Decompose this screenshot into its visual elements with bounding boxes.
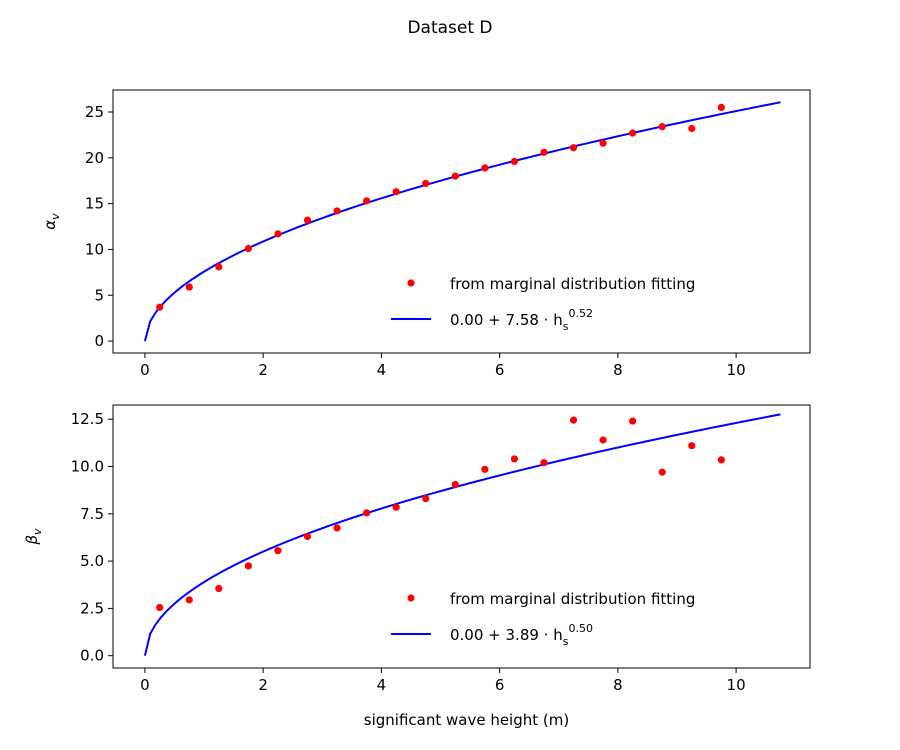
- data-point: [599, 436, 607, 444]
- data-point: [215, 263, 223, 271]
- data-point: [274, 230, 282, 238]
- data-point: [540, 459, 548, 467]
- legend-fit-exponent: 0.50: [568, 622, 593, 635]
- x-tick-label: 2: [258, 361, 268, 379]
- data-point: [303, 532, 312, 541]
- data-point: [274, 547, 282, 555]
- y-axis-label-base: β: [23, 535, 41, 546]
- x-axis-label: significant wave height (m): [364, 711, 569, 729]
- legend-fit-exponent: 0.52: [568, 307, 593, 320]
- y-tick-label: 5: [94, 286, 104, 304]
- data-point: [244, 562, 252, 570]
- data-point: [481, 164, 489, 172]
- data-point: [569, 416, 578, 424]
- data-point: [688, 124, 696, 133]
- beta-panel: 0 2 4 6 8 10 0.0 2.5 5.0 7.5 10.0 12.5 βv significant…: [23, 404, 811, 729]
- data-point: [363, 509, 371, 517]
- data-point: [422, 179, 430, 188]
- data-point: [303, 216, 312, 224]
- data-point: [185, 283, 193, 291]
- x-tick-label: 6: [495, 676, 505, 694]
- y-tick-label: 5.0: [80, 552, 104, 570]
- y-tick-label: 10: [85, 240, 104, 258]
- fit-line: [143, 101, 781, 342]
- data-point: [451, 172, 459, 180]
- y-tick-label: 10.0: [71, 457, 104, 475]
- data-point: [540, 148, 548, 156]
- data-point: [658, 123, 666, 131]
- y-tick-label: 15: [85, 195, 104, 213]
- data-point: [688, 442, 696, 450]
- x-tick-label: 0: [140, 361, 150, 379]
- legend-fit-formula: 0.00 + 3.89 · h: [450, 626, 563, 644]
- data-point: [244, 244, 252, 253]
- axes-frame: [112, 89, 811, 354]
- fit-line: [143, 413, 781, 656]
- x-tick-label: 4: [377, 361, 387, 379]
- figure-title: Dataset D: [407, 18, 492, 38]
- legend-fit-subscript: s: [563, 635, 569, 648]
- data-point: [599, 139, 607, 147]
- data-point: [185, 596, 193, 604]
- data-point: [392, 188, 400, 196]
- y-axis-label-base: α: [41, 220, 59, 230]
- legend-fit-subscript: s: [563, 320, 569, 333]
- data-point: [333, 524, 341, 532]
- data-point: [422, 495, 430, 503]
- y-tick-label: 20: [85, 149, 104, 167]
- data-point: [717, 103, 725, 112]
- data-point: [510, 157, 519, 166]
- data-point: [156, 303, 164, 311]
- x-tick-label: 8: [613, 361, 623, 379]
- y-tick-label: 25: [85, 103, 104, 121]
- y-axis-label: αv: [41, 213, 62, 230]
- x-tick-label: 10: [727, 361, 746, 379]
- alpha-panel: 0 2 4 6 8 10 0 5 10 15 20 25 αv from marginal distrib…: [41, 89, 811, 379]
- data-point: [569, 144, 578, 152]
- legend-label-points: from marginal distribution fitting: [450, 590, 695, 608]
- data-point: [215, 584, 223, 593]
- data-point: [510, 455, 519, 463]
- data-point: [392, 503, 400, 511]
- y-tick-label: 2.5: [80, 599, 104, 617]
- x-tick-label: 4: [377, 676, 387, 694]
- legend-label-fit: 0.00 + 7.58 · hs0.52: [450, 307, 593, 333]
- legend-marker-points: [407, 594, 415, 602]
- x-tick-label: 8: [613, 676, 623, 694]
- legend-label-fit: 0.00 + 3.89 · hs0.50: [450, 622, 593, 648]
- data-point: [481, 465, 489, 473]
- axes-frame: [112, 404, 811, 669]
- y-axis-label-subscript: v: [31, 528, 44, 535]
- data-point: [156, 603, 164, 612]
- y-axis-label: βv: [23, 528, 44, 546]
- x-tick-label: 0: [140, 676, 150, 694]
- y-tick-label: 0: [94, 332, 104, 350]
- data-point: [363, 197, 371, 205]
- legend-marker-points: [407, 279, 415, 287]
- legend-fit-formula: 0.00 + 7.58 · h: [450, 311, 563, 329]
- data-point: [451, 480, 459, 489]
- data-point: [333, 207, 341, 215]
- y-tick-label: 7.5: [80, 505, 104, 523]
- x-tick-label: 10: [727, 676, 746, 694]
- data-point: [717, 456, 725, 464]
- data-point: [629, 417, 637, 425]
- legend-label-points: from marginal distribution fitting: [450, 275, 695, 293]
- y-axis-label-subscript: v: [49, 213, 62, 220]
- x-tick-label: 6: [495, 361, 505, 379]
- y-tick-label: 0.0: [80, 647, 104, 665]
- x-tick-label: 2: [258, 676, 268, 694]
- data-point: [658, 468, 666, 476]
- y-tick-label: 12.5: [71, 410, 104, 428]
- data-point: [629, 129, 637, 137]
